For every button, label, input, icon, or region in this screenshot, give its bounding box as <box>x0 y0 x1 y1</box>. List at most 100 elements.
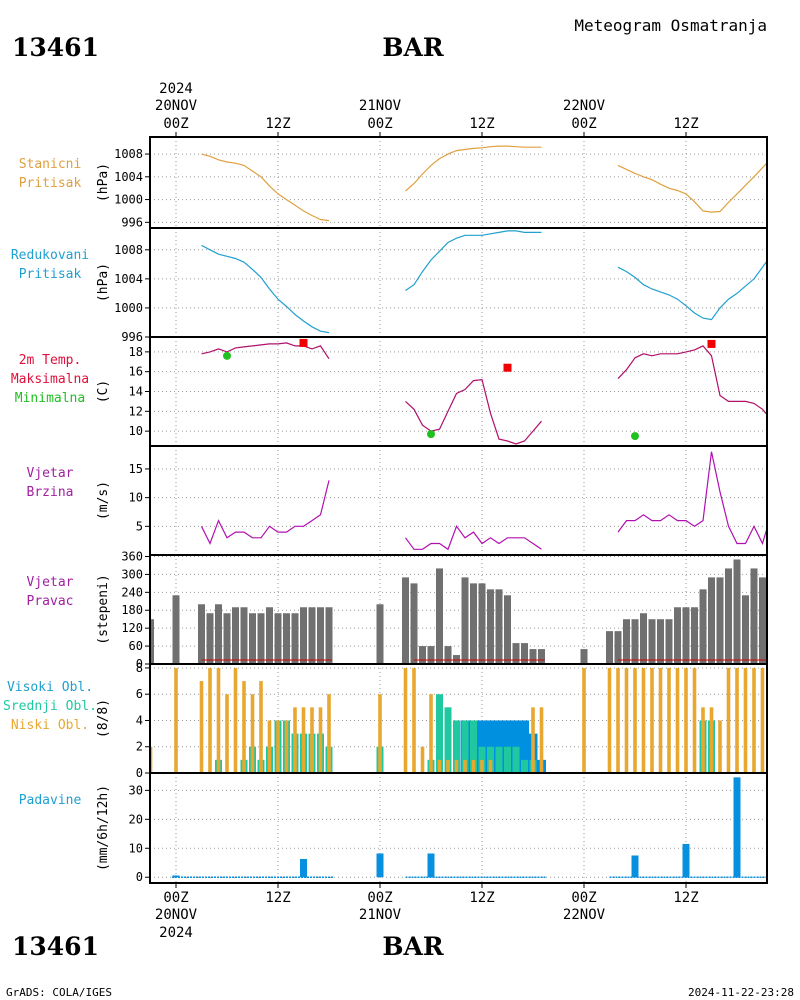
y-tick-label: 60 <box>129 639 143 653</box>
y-axis: 0 60 120 180 240 300 360 <box>121 549 150 671</box>
series-line <box>405 230 542 291</box>
time-label-text: 12Z <box>673 890 698 906</box>
low-cloud-bar <box>718 720 722 773</box>
y-tick-label: 4 <box>136 713 143 727</box>
time-label-text: 2024 <box>159 925 193 941</box>
wind-direction-bar <box>478 583 486 664</box>
low-cloud-bar <box>743 667 748 773</box>
mid-cloud-bar <box>512 746 520 773</box>
y-tick-label: 0 <box>136 657 143 671</box>
low-cloud-bar <box>276 720 280 773</box>
panel-vjetar-brzina: 5 10 15 (m/s) Vjetar Brzina <box>27 445 768 556</box>
y-axis: 5 10 15 <box>129 462 150 533</box>
precip-bar <box>376 853 384 878</box>
low-cloud-bar <box>267 720 272 773</box>
wind-direction-bar <box>674 607 681 664</box>
timestamp-text: 2024-11-22-23:28 <box>688 986 794 999</box>
time-label-text: 00Z <box>367 116 392 132</box>
time-label-text: 00Z <box>367 890 392 906</box>
wind-direction-bar <box>198 604 205 664</box>
station-id-bottom: 13461 <box>12 932 99 961</box>
header: 13461 BAR Meteogram Osmatranja <box>12 16 767 62</box>
wind-direction-bar <box>461 577 469 664</box>
low-cloud-bar <box>778 668 782 773</box>
mid-cloud-bar <box>504 746 511 773</box>
low-cloud-bar <box>293 707 297 773</box>
wind-direction-bar <box>648 619 656 664</box>
low-cloud-bar <box>760 667 765 773</box>
y-tick-label: 0 <box>136 870 143 884</box>
wind-direction-bar <box>725 568 732 664</box>
wind-direction-bar <box>529 649 537 664</box>
precip-bar <box>733 777 741 878</box>
mid-cloud-bar <box>478 746 486 773</box>
y-axis: 996 1000 1004 1008 <box>114 243 150 344</box>
low-cloud-bar <box>471 759 476 773</box>
footer: 13461 BAR GrADS: COLA/IGES 2024-11-22-23… <box>6 932 794 999</box>
panel-label: Pritisak <box>19 267 82 282</box>
low-cloud-bar <box>412 667 416 773</box>
wind-direction-bar <box>623 619 630 664</box>
panel-grid <box>150 228 767 338</box>
precip-bar <box>300 858 307 878</box>
y-tick-label: 996 <box>121 330 143 344</box>
low-cloud-bar <box>658 667 663 773</box>
time-label-text: 12Z <box>265 890 290 906</box>
panel-border <box>149 772 768 884</box>
wind-direction-bar <box>150 619 154 664</box>
mid-cloud-bar <box>461 720 469 773</box>
wind-direction-bar <box>419 646 426 664</box>
low-cloud-bar <box>480 759 484 773</box>
bottom-time-label: 12Z <box>265 890 290 906</box>
panel-border <box>149 227 768 338</box>
time-label-text: 00Z <box>163 116 188 132</box>
low-cloud-bar <box>301 707 306 773</box>
wind-direction-bar <box>682 607 690 664</box>
low-cloud-bar <box>259 681 263 773</box>
wind-direction-bar <box>274 613 282 664</box>
wind-direction-bar <box>249 613 256 664</box>
low-cloud-bar <box>463 759 467 773</box>
low-cloud-bar <box>420 746 425 773</box>
y-tick-label: 240 <box>121 585 143 599</box>
series-line <box>200 480 330 546</box>
low-cloud-bar <box>607 667 612 773</box>
precip-bar <box>631 855 639 878</box>
time-label-text: 12Z <box>469 890 494 906</box>
series-line <box>201 342 330 360</box>
mid-cloud-bar <box>487 746 494 773</box>
panel-grid <box>150 773 767 883</box>
panel-label: Minimalna <box>15 391 85 406</box>
tmax-marker <box>299 338 308 347</box>
series-line <box>405 378 542 445</box>
plot-area <box>150 559 775 664</box>
wind-direction-bar <box>768 568 775 664</box>
panel-label: Brzina <box>27 485 74 500</box>
y-tick-label: 1008 <box>114 147 143 161</box>
credit-text: GrADS: COLA/IGES <box>6 986 112 999</box>
wind-direction-bar <box>708 577 715 664</box>
wind-direction-bar <box>215 604 222 664</box>
wind-direction-bar <box>580 649 588 664</box>
time-label-text: 20NOV <box>155 98 198 114</box>
top-time-label: 22NOV 00Z <box>563 98 606 132</box>
panel-label: Pritisak <box>19 176 82 191</box>
wind-direction-bar <box>699 589 707 664</box>
panel-label: Vjetar <box>27 466 74 481</box>
high-cloud-bar <box>520 720 529 773</box>
y-tick-label: 2 <box>136 740 143 754</box>
top-time-label: 12Z <box>469 116 494 132</box>
y-axis-title: (m/s) <box>96 481 111 520</box>
low-cloud-bar <box>284 720 289 773</box>
low-cloud-bar <box>429 694 433 773</box>
low-cloud-bar <box>403 667 408 773</box>
bottom-time-label: 12Z <box>469 890 494 906</box>
wind-direction-bar <box>657 619 664 664</box>
wind-direction-bar <box>325 607 333 664</box>
panel-oblacnost: 0 2 4 6 8 (8/8)Visoki Obl. Srednji Obl. Niski O… <box>3 661 782 780</box>
panel-vjetar-pravac: 0 60 120 180 240 300 360 (stepeni) Vjetar Pravac <box>27 549 775 671</box>
top-time-label: 12Z <box>673 116 698 132</box>
